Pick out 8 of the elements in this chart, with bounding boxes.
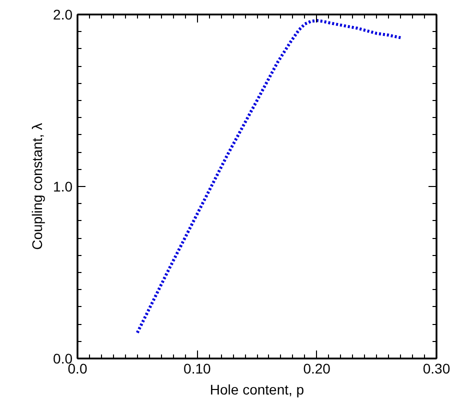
x-axis-title: Hole content, p (210, 382, 304, 398)
y-axis-title: Coupling constant, λ (29, 123, 46, 250)
x-tick-label: 0.20 (303, 360, 331, 376)
x-tick-label: 0.10 (184, 360, 212, 376)
line-series (136, 19, 402, 334)
y-tick-label: 2.0 (53, 6, 73, 22)
y-tick-label: 1.0 (53, 178, 73, 194)
x-tick-label: 0.30 (422, 360, 450, 376)
